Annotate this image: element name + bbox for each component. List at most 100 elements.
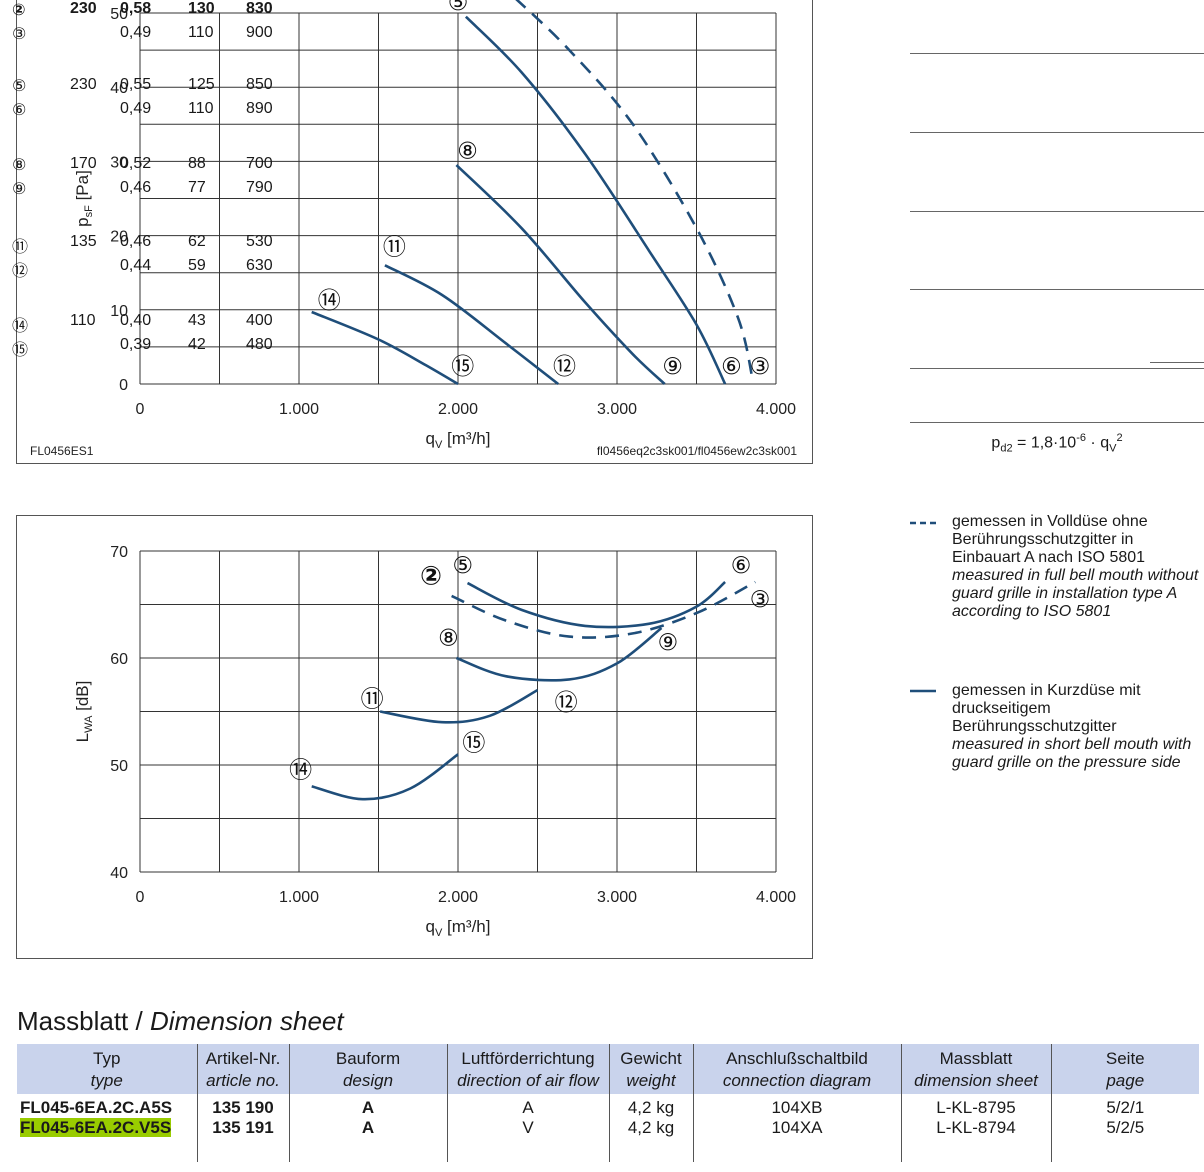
operating-point-row: ⑧ 170 0,52 88 700 xyxy=(0,155,294,179)
solid-line-icon xyxy=(910,689,936,693)
operating-cell-a: 0,52 xyxy=(120,155,152,172)
legend-solid-en: measured in short bell mouth with guard … xyxy=(952,736,1192,771)
operating-point-row: ⑫ 0,44 59 630 xyxy=(0,257,294,281)
sound-y-tick-label: 60 xyxy=(110,651,128,668)
pressure-series-4-line xyxy=(384,264,559,386)
operating-point-row: ③ 0,49 110 900 xyxy=(0,24,294,48)
pressure-footer-left: FL0456ES1 xyxy=(30,444,94,458)
header-flow: Luftförderrichtung direction of air flow xyxy=(447,1044,610,1094)
table-separator xyxy=(910,289,1204,290)
operating-cell-p: 43 xyxy=(188,312,206,329)
dashed-line-icon xyxy=(910,521,936,525)
pressure-chart: 0 1.000 2.000 3.000 4.000 0 10 20 30 40 50 qV [m³/h… xyxy=(30,0,797,458)
sound-series-3-line xyxy=(455,626,663,682)
cell-diagram: 104XB 104XA xyxy=(693,1094,902,1162)
operating-cell-v: 230 xyxy=(70,0,97,17)
operating-point-row: ⑤ 230 0,55 125 850 xyxy=(0,76,294,100)
header-type: Typ type xyxy=(17,1044,198,1094)
legend-solid-de: gemessen in Kurzdüse mit druckseitigem B… xyxy=(952,682,1141,735)
operating-cell-n: 480 xyxy=(246,336,273,353)
sound-series-1-line xyxy=(451,580,756,639)
operating-cell-id: ② xyxy=(12,2,26,19)
header-page: Seite page xyxy=(1051,1044,1199,1094)
operating-cell-id: ⑨ xyxy=(12,181,27,198)
operating-cell-id: ⑭ xyxy=(12,318,29,335)
operating-cell-a: 0,55 xyxy=(120,76,152,93)
pressure-x-tick-label: 4.000 xyxy=(756,401,796,418)
pressure-chart-frame xyxy=(16,0,813,464)
pressure-curve-marker: ⑨ xyxy=(662,353,683,379)
legend-dashed: gemessen in Volldüse ohne Berührungsschu… xyxy=(908,513,1198,663)
cell-page: 5/2/1 5/2/5 xyxy=(1106,1098,1145,1137)
sound-curve-marker: ⑧ xyxy=(438,625,459,651)
operating-cell-p: 110 xyxy=(188,24,214,41)
operating-cell-v: 170 xyxy=(70,155,97,172)
operating-cell-a: 0,49 xyxy=(120,24,152,41)
header-sheet: Massblatt dimension sheet xyxy=(901,1044,1052,1094)
header-article: Artikel-Nr. article no. xyxy=(197,1044,290,1094)
cell-type: FL045-6EA.2C.A5S FL045-6EA.2C.V5S xyxy=(17,1094,198,1162)
operating-cell-a: 0,49 xyxy=(120,100,152,117)
pressure-x-tick-label: 0 xyxy=(136,401,145,418)
operating-point-row: ② 230 0,58 130 830 xyxy=(0,0,294,24)
operating-cell-id: ⑥ xyxy=(12,102,27,119)
legend-dashed-en: measured in full bell mouth without guar… xyxy=(952,567,1199,620)
sound-x-axis-label: qV [m³/h] xyxy=(426,917,491,939)
pressure-x-tick-label: 1.000 xyxy=(279,401,319,418)
operating-cell-a: 0,46 xyxy=(120,179,152,196)
operating-point-row: ⑨ 0,46 77 790 xyxy=(0,179,294,203)
pressure-x-tick-label: 3.000 xyxy=(597,401,637,418)
table-separator xyxy=(910,53,1204,54)
pressure-y-tick-label: 10 xyxy=(110,303,128,320)
sound-y-tick-label: 40 xyxy=(110,865,128,882)
operating-cell-v: 230 xyxy=(70,76,97,93)
sound-x-tick-label: 2.000 xyxy=(438,889,478,906)
operating-point-row: ⑥ 0,49 110 890 xyxy=(0,100,294,124)
table-separator xyxy=(1150,362,1204,363)
operating-cell-n: 700 xyxy=(246,155,273,172)
cell-flow: A V xyxy=(447,1094,610,1162)
operating-cell-n: 830 xyxy=(246,0,273,17)
sound-curve-marker: ⑨ xyxy=(658,629,679,655)
operating-cell-p: 130 xyxy=(188,0,215,17)
operating-cell-a: 0,40 xyxy=(120,312,152,329)
pressure-y-tick-label: 30 xyxy=(110,154,128,171)
pressure-x-tick-label: 2.000 xyxy=(438,401,478,418)
operating-cell-a: 0,39 xyxy=(120,336,152,353)
sound-curve-marker: ③ xyxy=(750,586,771,612)
operating-cell-p: 62 xyxy=(188,233,206,250)
sound-y-tick-label: 70 xyxy=(110,544,128,561)
sound-x-tick-label: 1.000 xyxy=(279,889,319,906)
operating-cell-n: 790 xyxy=(246,179,273,196)
header-design: Bauform design xyxy=(289,1044,448,1094)
cell-design: A A xyxy=(289,1094,448,1162)
legend-solid: gemessen in Kurzdüse mit druckseitigem B… xyxy=(908,682,1198,812)
pressure-curve-marker: ⑪ xyxy=(383,234,406,260)
operating-cell-id: ③ xyxy=(12,26,27,43)
cell-article: 135 190 135 191 xyxy=(197,1094,290,1162)
operating-cell-v: 110 xyxy=(70,312,96,329)
operating-cell-p: 110 xyxy=(188,100,214,117)
sound-curve-marker: ⑮ xyxy=(462,730,485,756)
sound-series-4-line xyxy=(379,688,539,724)
pressure-curve-marker: ⑤ xyxy=(448,0,469,15)
pressure-y-tick-label: 40 xyxy=(110,80,128,97)
pressure-curve-marker: ⑭ xyxy=(318,287,341,313)
operating-cell-n: 630 xyxy=(246,257,273,274)
table-separator xyxy=(910,211,1204,212)
sound-x-tick-label: 0 xyxy=(136,889,145,906)
sound-series-2-line xyxy=(466,581,726,629)
sound-series-5-line xyxy=(311,753,459,801)
operating-cell-p: 88 xyxy=(188,155,206,172)
pressure-series-1-line xyxy=(515,0,754,377)
operating-cell-n: 900 xyxy=(246,24,273,41)
sound-curve-marker: ⑥ xyxy=(731,552,752,578)
pressure-y-tick-label: 0 xyxy=(119,377,128,394)
header-diagram: Anschlußschaltbild connection diagram xyxy=(693,1044,902,1094)
operating-point-row: ⑪ 135 0,46 62 530 xyxy=(0,233,294,257)
table-separator xyxy=(910,368,1204,369)
pressure-footer-right: fl0456eq2c3sk001/fl0456ew2c3sk001 xyxy=(597,444,797,458)
pressure-series-2-line xyxy=(464,15,727,385)
operating-point-row: ⑮ 0,39 42 480 xyxy=(0,336,294,360)
sound-x-tick-label: 4.000 xyxy=(756,889,796,906)
